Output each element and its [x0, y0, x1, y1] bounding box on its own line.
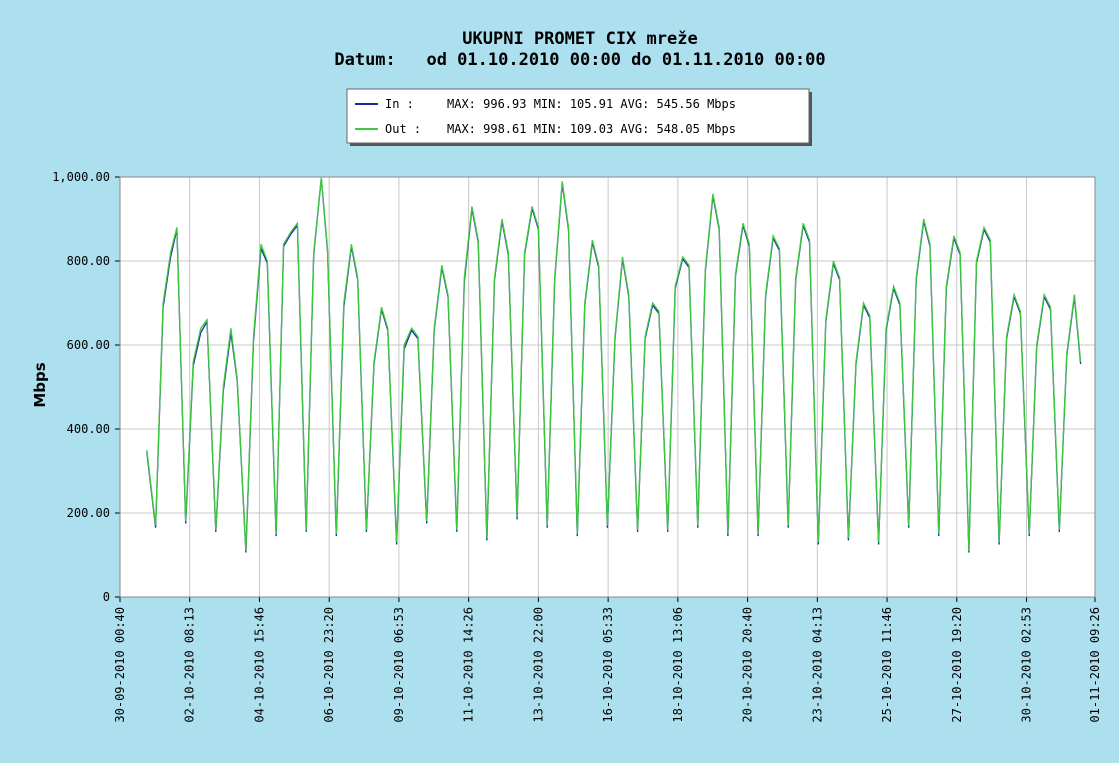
x-tick-label: 04-10-2010 15:46 — [252, 607, 266, 723]
x-tick-label: 16-10-2010 05:33 — [601, 607, 615, 723]
x-tick-label: 20-10-2010 20:40 — [741, 607, 755, 723]
x-tick-label: 13-10-2010 22:00 — [531, 607, 545, 723]
y-tick-label: 600.00 — [67, 338, 110, 352]
y-tick-label: 800.00 — [67, 254, 110, 268]
x-tick-label: 27-10-2010 19:20 — [950, 607, 964, 723]
x-tick-label: 02-10-2010 08:13 — [183, 607, 197, 723]
chart-title: UKUPNI PROMET CIX mreže — [462, 29, 697, 49]
chart-subtitle: Datum: od 01.10.2010 00:00 do 01.11.2010… — [334, 50, 825, 70]
x-tick-label: 23-10-2010 04:13 — [810, 607, 824, 723]
plot-area — [119, 176, 1096, 598]
y-tick-label: 200.00 — [67, 506, 110, 520]
legend-label: Out : — [385, 122, 421, 136]
x-tick-label: 18-10-2010 13:06 — [671, 607, 685, 723]
x-tick-label: 30-09-2010 00:40 — [113, 607, 127, 723]
legend-label: In : — [385, 97, 414, 111]
legend-stats: MAX: 998.61 MIN: 109.03 AVG: 548.05 Mbps — [447, 122, 736, 136]
y-tick-label: 1,000.00 — [52, 170, 110, 184]
x-tick-label: 11-10-2010 14:26 — [462, 607, 476, 723]
x-tick-label: 09-10-2010 06:53 — [392, 607, 406, 723]
plot-frame — [119, 176, 1096, 598]
x-tick-label: 30-10-2010 02:53 — [1020, 607, 1034, 723]
x-tick-label: 06-10-2010 23:20 — [322, 607, 336, 723]
x-tick-label: 01-11-2010 09:26 — [1088, 607, 1102, 723]
x-tick-label: 25-10-2010 11:46 — [880, 607, 894, 723]
series-line — [146, 177, 1082, 551]
y-tick-label: 0 — [103, 590, 110, 604]
y-axis-label: Mbps — [31, 362, 49, 407]
y-tick-label: 400.00 — [67, 422, 110, 436]
legend — [346, 88, 810, 144]
legend-stats: MAX: 996.93 MIN: 105.91 AVG: 545.56 Mbps — [447, 97, 736, 111]
